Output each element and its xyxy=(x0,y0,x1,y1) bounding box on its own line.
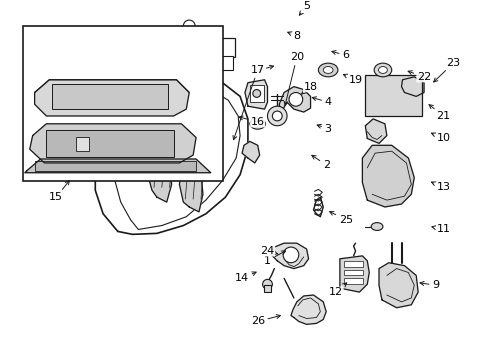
Circle shape xyxy=(288,93,302,106)
Polygon shape xyxy=(179,165,203,212)
Text: 13: 13 xyxy=(430,182,449,192)
Circle shape xyxy=(267,106,286,126)
Bar xyxy=(52,84,167,109)
Polygon shape xyxy=(25,159,210,173)
Bar xyxy=(343,278,363,284)
Text: 24: 24 xyxy=(260,246,277,256)
Text: 6: 6 xyxy=(331,50,348,60)
Bar xyxy=(343,261,363,267)
Circle shape xyxy=(262,279,272,289)
Bar xyxy=(343,270,363,275)
Polygon shape xyxy=(271,243,308,269)
Polygon shape xyxy=(401,77,423,96)
Ellipse shape xyxy=(253,121,261,126)
Circle shape xyxy=(272,111,282,121)
Text: 12: 12 xyxy=(328,283,346,297)
Polygon shape xyxy=(147,155,171,202)
Ellipse shape xyxy=(318,63,337,77)
Circle shape xyxy=(252,90,260,97)
Text: 9: 9 xyxy=(419,280,438,290)
Text: 23: 23 xyxy=(433,58,460,82)
Polygon shape xyxy=(339,256,368,292)
Text: 18: 18 xyxy=(301,82,317,94)
Text: 15: 15 xyxy=(49,181,69,202)
Polygon shape xyxy=(279,87,310,112)
Text: 17: 17 xyxy=(232,65,264,140)
Text: 19: 19 xyxy=(343,74,362,85)
Polygon shape xyxy=(244,80,267,109)
Polygon shape xyxy=(290,295,325,324)
Text: 4: 4 xyxy=(312,97,331,107)
Bar xyxy=(215,56,233,70)
Bar xyxy=(365,75,421,116)
Bar xyxy=(35,161,196,171)
Polygon shape xyxy=(378,263,417,308)
Ellipse shape xyxy=(249,118,265,129)
Text: 14: 14 xyxy=(235,272,256,283)
Ellipse shape xyxy=(373,63,391,77)
Polygon shape xyxy=(242,141,259,163)
Ellipse shape xyxy=(370,222,382,230)
Polygon shape xyxy=(365,119,386,143)
Text: 3: 3 xyxy=(317,124,331,134)
Text: 8: 8 xyxy=(287,31,300,41)
Text: 16: 16 xyxy=(239,116,264,127)
Text: 11: 11 xyxy=(431,225,449,234)
Ellipse shape xyxy=(323,67,332,73)
Bar xyxy=(76,138,89,151)
Ellipse shape xyxy=(378,67,386,73)
Text: 2: 2 xyxy=(311,155,329,170)
Text: 21: 21 xyxy=(428,105,450,121)
Bar xyxy=(249,85,263,102)
Polygon shape xyxy=(30,124,196,163)
Text: 1: 1 xyxy=(264,251,285,266)
Circle shape xyxy=(183,20,195,32)
Polygon shape xyxy=(35,80,189,116)
Text: 22: 22 xyxy=(407,71,430,82)
Text: 7: 7 xyxy=(256,65,273,75)
Circle shape xyxy=(283,247,298,263)
Polygon shape xyxy=(362,145,413,207)
Bar xyxy=(23,26,223,181)
Text: 20: 20 xyxy=(284,52,303,105)
Bar xyxy=(263,285,271,292)
Text: 10: 10 xyxy=(430,133,449,144)
Text: 26: 26 xyxy=(250,315,280,327)
Bar xyxy=(46,130,173,157)
Text: 5: 5 xyxy=(299,1,309,15)
Text: 25: 25 xyxy=(329,212,352,225)
Bar xyxy=(205,38,235,57)
